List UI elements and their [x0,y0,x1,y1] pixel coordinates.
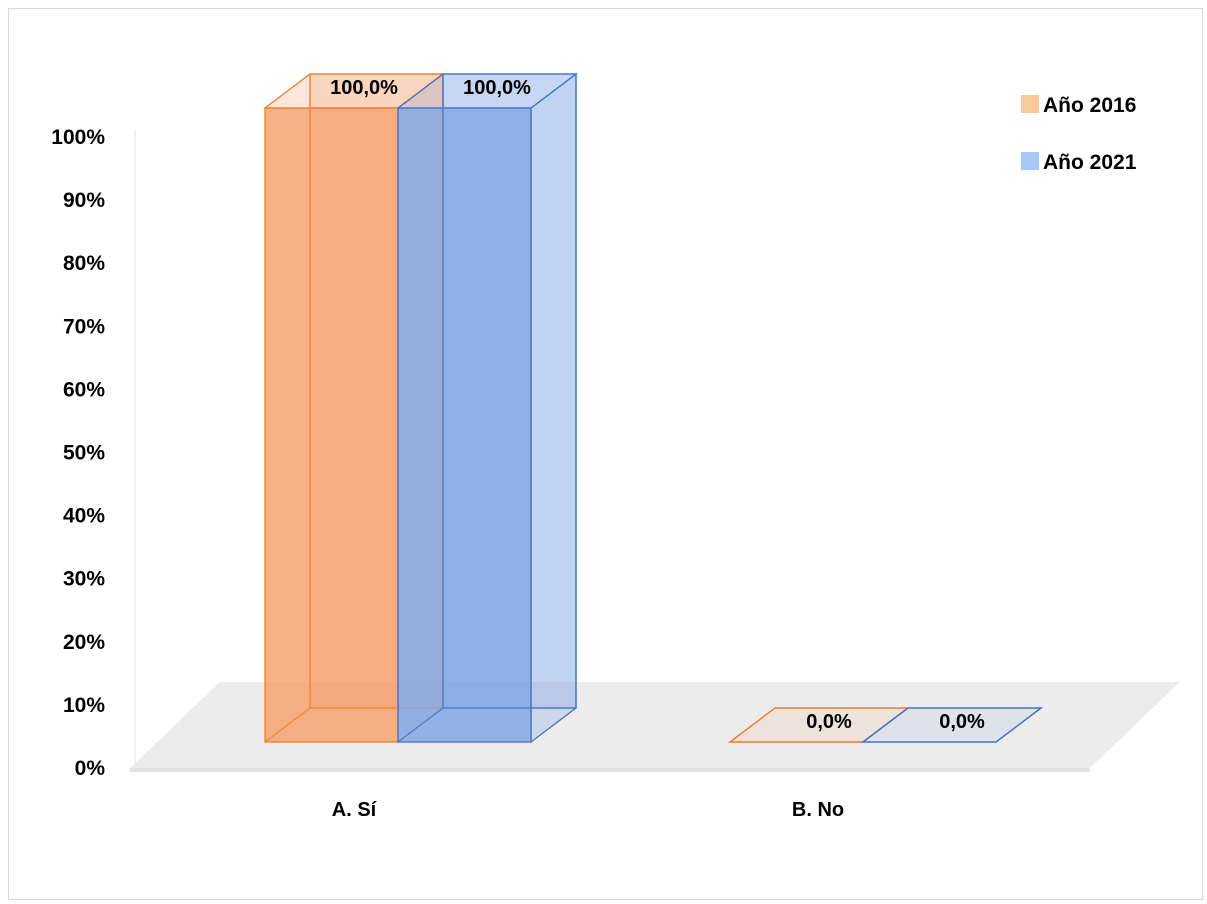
bar-front-face [264,107,399,743]
legend-label: Año 2021 [1043,151,1137,174]
floor-edge [130,768,1090,772]
y-tick-label: 90% [63,189,105,212]
data-label: 0,0% [939,711,985,733]
data-label: 0,0% [806,711,852,733]
bar-inner-edge [397,707,444,743]
x-axis: A. Sí B. No [332,799,844,821]
x-category-label: A. Sí [332,799,378,821]
y-axis: 0% 10% 20% 30% 40% 50% 60% 70% 80% 90% 100% [51,126,105,780]
bar-front-face [397,107,532,743]
y-tick-label: 60% [63,378,105,401]
legend-swatch [1021,95,1039,113]
bar [860,707,1044,743]
y-tick-label: 40% [63,505,105,528]
y-tick-label: 30% [63,568,105,591]
bar-flat-face [860,707,1044,743]
legend: Año 2016 Año 2021 [1021,94,1137,174]
y-tick-label: 50% [63,442,105,465]
y-tick-label: 10% [63,694,105,717]
data-label: 100,0% [330,77,398,99]
y-tick-label: 20% [63,631,105,654]
bar-inner-edge [264,707,311,743]
y-tick-label: 0% [75,757,106,780]
bar [396,72,578,744]
legend-label: Año 2016 [1043,94,1136,117]
bars [263,72,1044,744]
x-category-label: B. No [792,799,844,821]
bar-side-face [530,72,577,744]
data-label: 100,0% [463,77,531,99]
y-tick-label: 80% [63,252,105,275]
legend-swatch [1021,152,1039,170]
data-labels: 100,0% 100,0% 0,0% 0,0% [330,77,985,733]
y-tick-label: 100% [51,126,105,149]
y-tick-label: 70% [63,315,105,338]
